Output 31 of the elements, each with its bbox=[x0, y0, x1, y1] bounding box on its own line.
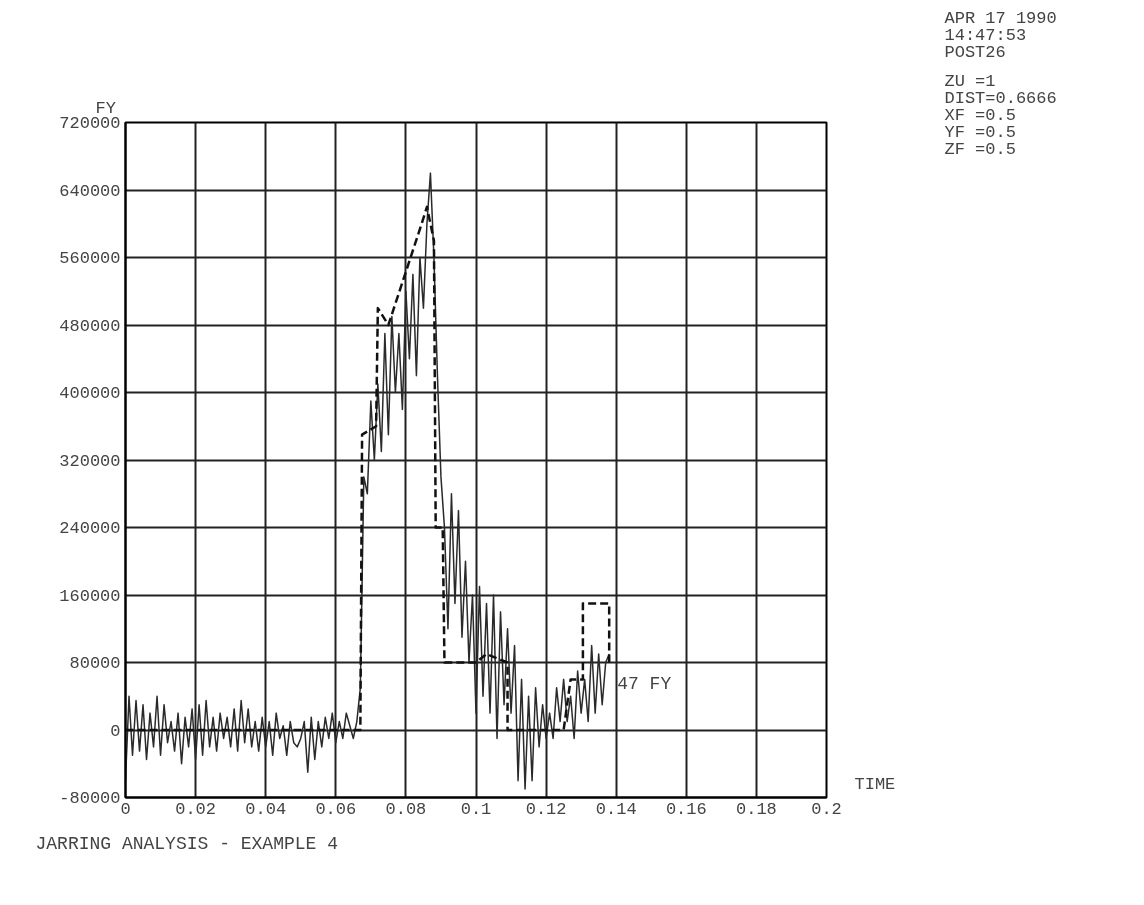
text: DIST=0.6666 bbox=[944, 88, 1057, 108]
y-tick-label: 0 bbox=[110, 721, 121, 741]
text: APR 17 1990 bbox=[944, 8, 1057, 28]
text: JARRING ANALYSIS - EXAMPLE 4 bbox=[35, 833, 338, 854]
x-tick-label: 0.14 bbox=[595, 799, 637, 819]
y-tick-label: 640000 bbox=[59, 181, 121, 201]
x-tick-label: 0.02 bbox=[175, 799, 217, 819]
x-tick-label: 0.18 bbox=[736, 799, 777, 819]
y-tick-label: 320000 bbox=[59, 451, 121, 471]
text: ZU =1 bbox=[944, 71, 996, 91]
text: XF =0.5 bbox=[944, 105, 1016, 125]
x-tick-label: 0.06 bbox=[315, 799, 357, 819]
y-tick-label: 160000 bbox=[59, 586, 121, 606]
text: 14:47:53 bbox=[944, 25, 1027, 45]
x-tick-label: 0.16 bbox=[665, 799, 707, 819]
x-tick-label: 0.04 bbox=[245, 799, 287, 819]
y-tick-label: 480000 bbox=[59, 316, 121, 336]
y-tick-label: 80000 bbox=[69, 654, 121, 673]
y-tick-label: 400000 bbox=[59, 384, 121, 403]
annotation: 47 FY bbox=[617, 674, 672, 695]
y-tick-label: 560000 bbox=[59, 249, 121, 268]
y-tick-label: -80000 bbox=[59, 789, 121, 808]
text: ZF =0.5 bbox=[944, 139, 1016, 159]
x-axis-title: TIME bbox=[854, 774, 896, 794]
x-tick-label: 0.2 bbox=[811, 799, 842, 819]
x-tick-label: 0.12 bbox=[525, 799, 567, 819]
text: YF =0.5 bbox=[944, 122, 1016, 142]
x-tick-label: 0.08 bbox=[385, 799, 427, 819]
y-tick-label: 240000 bbox=[59, 519, 121, 538]
x-tick-label: 0.1 bbox=[460, 799, 492, 819]
text: POST26 bbox=[944, 42, 1006, 62]
